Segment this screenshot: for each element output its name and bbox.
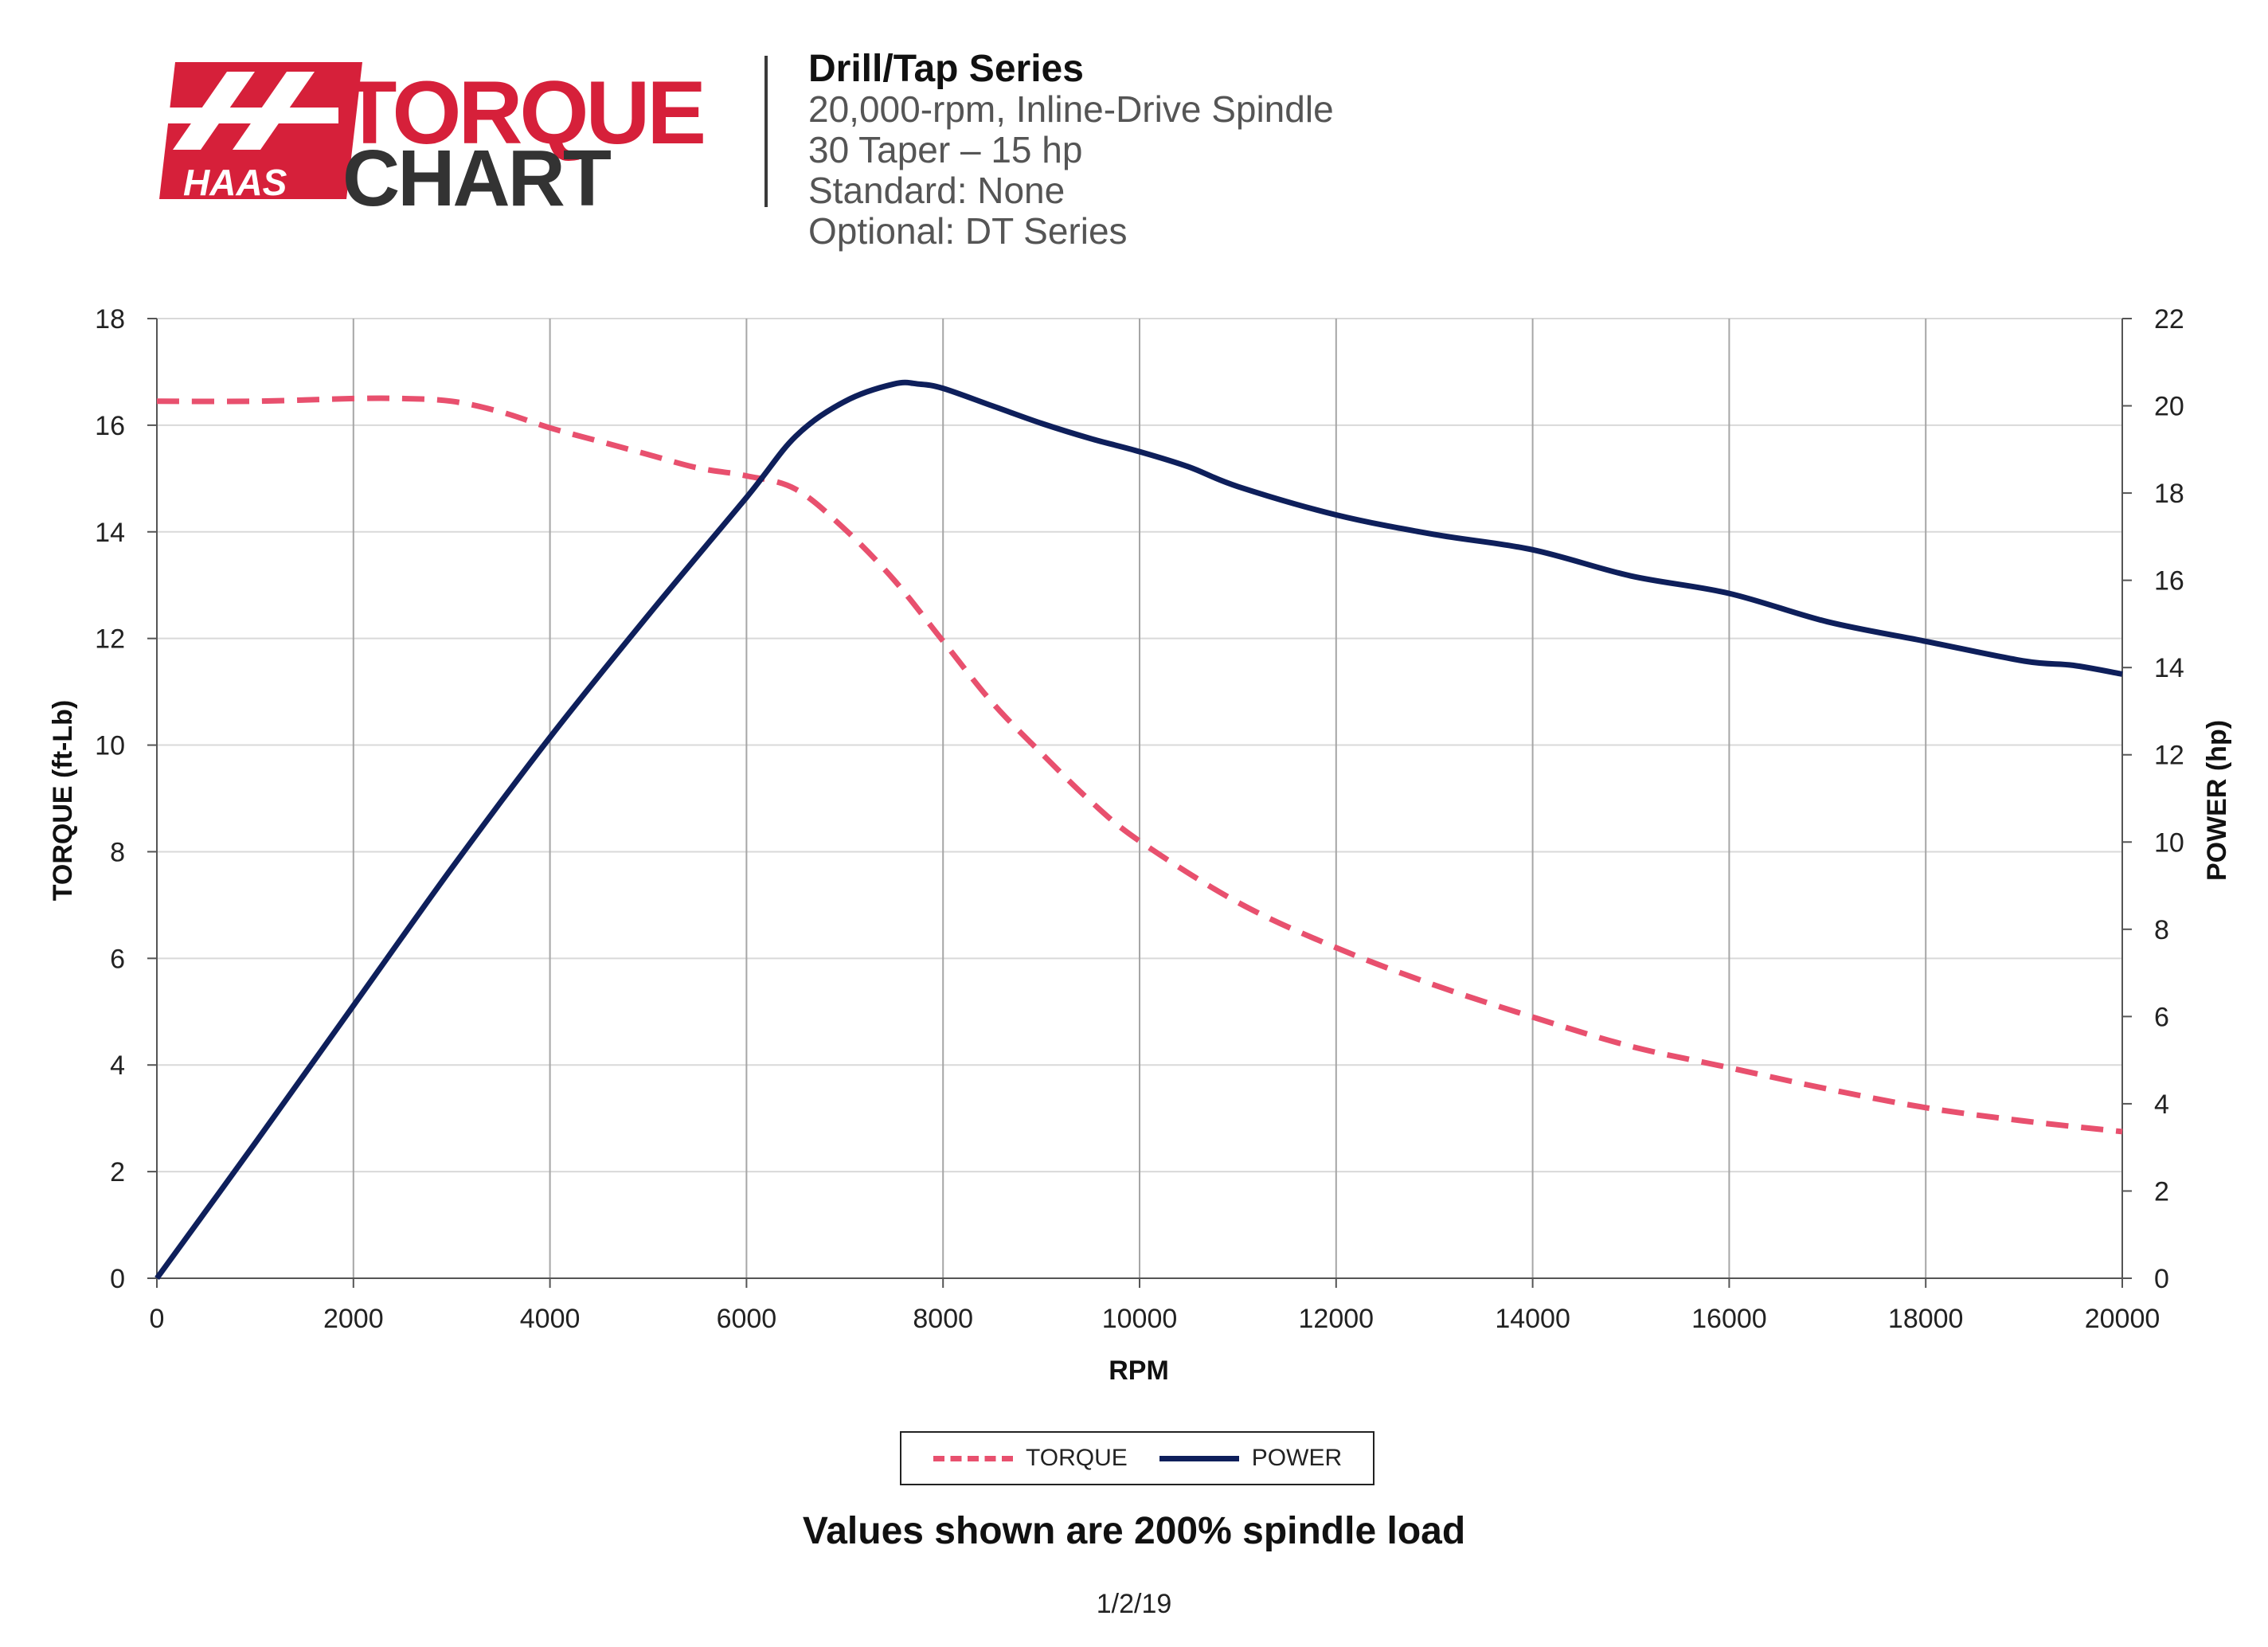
y-axis-left-tick-label: 4 — [110, 1050, 125, 1081]
spindle-load-note: Values shown are 200% spindle load — [802, 1510, 1466, 1552]
logo-h-crossbar — [151, 108, 338, 123]
y-axis-right-tick-label: 14 — [2154, 653, 2184, 683]
x-axis-tick-label: 0 — [150, 1304, 165, 1334]
y-axis-left-label: TORQUE (ft-Lb) — [48, 700, 78, 901]
legend-item-torque: TORQUE — [901, 1445, 1128, 1472]
chart-title: Drill/Tap Series — [808, 48, 1084, 90]
haas-torque-chart-logo: HAAS TORQUE CHART — [151, 62, 706, 215]
y-axis-right-tick-label: 16 — [2154, 566, 2184, 597]
y-axis-left-tick-label: 6 — [110, 944, 125, 974]
y-axis-right-label: POWER (hp) — [2202, 720, 2232, 881]
grid — [157, 318, 2123, 1278]
y-axis-right-tick-label: 20 — [2154, 392, 2184, 422]
chart-subtitle-taper: 30 Taper – 15 hp — [808, 129, 1083, 170]
chart-date: 1/2/19 — [1096, 1589, 1172, 1619]
legend-item-power: POWER — [1128, 1445, 1342, 1472]
legend-label-torque: TORQUE — [1026, 1445, 1128, 1471]
header-divider — [764, 56, 768, 207]
y-axis-right-tick-label: 6 — [2154, 1002, 2169, 1032]
y-axis-right-tick-label: 10 — [2154, 827, 2184, 858]
x-axis-tick-label: 2000 — [323, 1304, 384, 1334]
chart-subtitle-standard: Standard: None — [808, 170, 1066, 211]
legend-swatch-torque — [933, 1455, 1013, 1461]
x-axis-tick-label: 4000 — [520, 1304, 581, 1334]
y-axis-right-tick-label: 0 — [2154, 1264, 2169, 1294]
series — [154, 379, 2123, 1281]
y-axis-right-tick-label: 2 — [2154, 1176, 2169, 1207]
x-axis-tick-label: 18000 — [1888, 1304, 1964, 1334]
y-axis-left-tick-label: 10 — [95, 731, 125, 761]
y-axis-left-tick-label: 18 — [95, 304, 125, 334]
x-axis-tick-label: 14000 — [1495, 1304, 1570, 1334]
chart-header: Drill/Tap Series 20,000-rpm, Inline-Driv… — [808, 49, 1334, 252]
logo-word-chart: CHART — [342, 134, 612, 215]
y-axis-left-tick-label: 8 — [110, 837, 125, 867]
y-axis-left-tick-label: 12 — [95, 624, 125, 655]
logo-brand-text: HAAS — [183, 162, 287, 203]
x-axis-tick-label: 8000 — [913, 1304, 973, 1334]
y-axis-right-tick-label: 4 — [2154, 1090, 2169, 1120]
power-series-line — [154, 379, 2123, 1281]
y-axis-left-tick-label: 16 — [95, 411, 125, 441]
legend: TORQUE POWER — [900, 1431, 1374, 1485]
x-axis-tick-label: 16000 — [1691, 1304, 1767, 1334]
x-axis-tick-label: 20000 — [2085, 1304, 2160, 1334]
y-axis-right-tick-label: 12 — [2154, 741, 2184, 771]
torque-series-line — [156, 395, 2123, 1135]
y-axis-right-tick-label: 22 — [2154, 304, 2184, 334]
y-axis-right-tick-label: 8 — [2154, 915, 2169, 945]
chart-subtitle-optional: Optional: DT Series — [808, 210, 1128, 252]
y-axis-left-tick-label: 14 — [95, 518, 125, 548]
legend-swatch-power — [1159, 1455, 1239, 1461]
y-axis-left-tick-label: 2 — [110, 1157, 125, 1187]
logo-word-torque: TORQUE — [342, 63, 703, 162]
x-axis-tick-label: 10000 — [1102, 1304, 1178, 1334]
legend-label-power: POWER — [1251, 1445, 1343, 1471]
chart-subtitle-spindle: 20,000-rpm, Inline-Drive Spindle — [808, 88, 1334, 130]
y-axis-left-tick-label: 0 — [110, 1264, 125, 1294]
x-axis-label: RPM — [1109, 1356, 1169, 1386]
y-axis-right-tick-label: 18 — [2154, 479, 2184, 509]
x-axis-tick-label: 12000 — [1299, 1304, 1374, 1334]
x-axis-tick-label: 6000 — [717, 1304, 777, 1334]
